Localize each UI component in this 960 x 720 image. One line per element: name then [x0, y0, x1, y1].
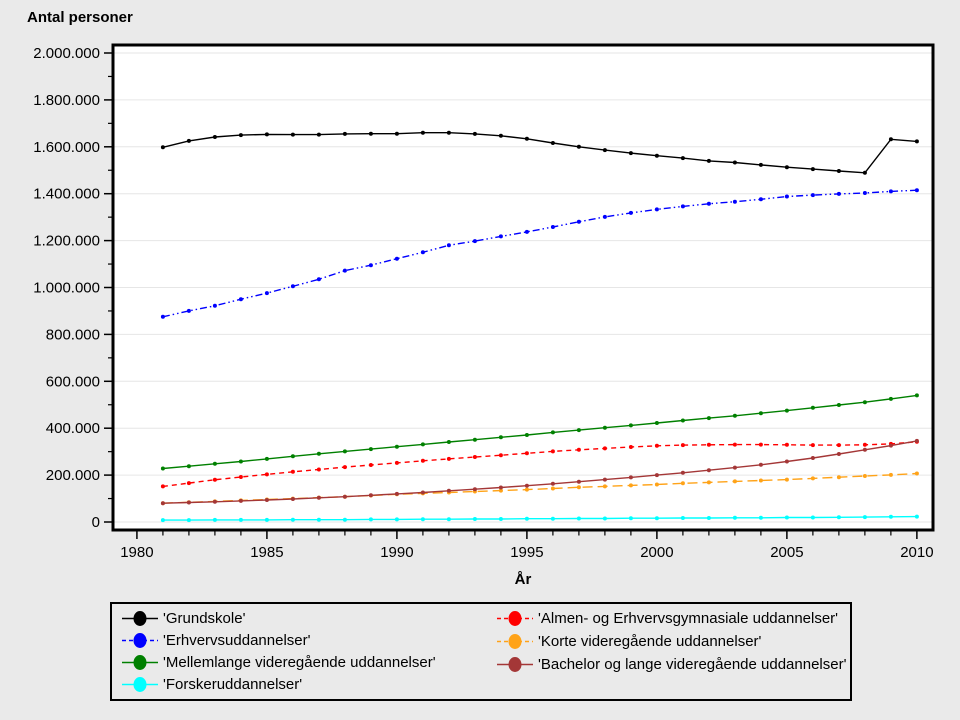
series-markers-6: [160, 438, 919, 506]
legend-item-label: 'Forskeruddannelser': [163, 676, 303, 694]
y-tick-label: 400.000: [46, 420, 100, 437]
legend-item-label: 'Erhvervsuddannelser': [163, 631, 311, 649]
legend-item: 'Korte videregående uddannelser': [497, 630, 846, 653]
legend: 'Grundskole' 'Erhvervsuddannelser' 'Mellem…: [110, 602, 852, 701]
y-tick-label: 800.000: [46, 326, 100, 343]
series-line-4: [162, 441, 917, 488]
legend-item: 'Erhvervsuddannelser': [122, 629, 497, 651]
x-axis-ticks: 1980 1985 1990 1995 2000 2005 2010: [120, 530, 934, 561]
x-tick-label: 2010: [900, 544, 933, 561]
legend-line-marker-icon: [497, 634, 533, 649]
legend-item: 'Grundskole': [122, 607, 497, 629]
series-line-6: [162, 440, 918, 504]
legend-item-label: 'Almen- og Erhvervsgymnasiale uddannelse…: [538, 610, 839, 627]
legend-line-marker-icon: [122, 632, 158, 648]
legend-item: 'Mellemlange videregående uddannelser': [122, 652, 497, 674]
series-line-0: [162, 131, 917, 174]
legend-item: 'Forskeruddannelser': [122, 674, 497, 696]
y-tick-label: 1.200.000: [33, 233, 100, 250]
plot-area: 0 200.000 400.000 600.000 800.000 1.000.000 1.…: [33, 43, 935, 561]
y-gridlines: [114, 52, 932, 523]
legend-column-1: 'Grundskole' 'Erhvervsuddannelser' 'Mellem…: [122, 607, 497, 696]
legend-item-label: 'Korte videregående uddannelser': [538, 633, 762, 650]
y-tick-label: 0: [92, 514, 100, 531]
x-axis-title: År: [514, 571, 532, 588]
legend-item: 'Almen- og Erhvervsgymnasiale uddannelse…: [497, 607, 846, 630]
y-tick-label: 1.600.000: [33, 139, 100, 156]
series-markers-2: [160, 393, 919, 471]
plot-border: [111, 43, 935, 532]
legend-line-marker-icon: [497, 657, 533, 672]
legend-item: 'Bachelor og lange videregående uddannel…: [497, 653, 846, 676]
x-tick-label: 1985: [250, 544, 283, 561]
legend-line-marker-icon: [122, 655, 158, 671]
x-tick-label: 2000: [640, 544, 673, 561]
y-tick-label: 1.800.000: [33, 92, 100, 109]
x-tick-label: 1995: [510, 544, 543, 561]
series-line-3: [162, 515, 917, 521]
y-tick-label: 1.000.000: [33, 280, 100, 297]
series-markers-1: [160, 188, 919, 319]
x-tick-label: 1980: [120, 544, 153, 561]
y-tick-label: 600.000: [46, 373, 100, 390]
legend-line-marker-icon: [497, 611, 533, 626]
series-line-1: [162, 189, 917, 318]
x-tick-label: 1990: [380, 544, 413, 561]
y-tick-label: 2.000.000: [33, 45, 100, 62]
y-tick-label: 1.400.000: [33, 186, 100, 203]
y-axis-title: Antal personer: [27, 9, 133, 26]
legend-line-marker-icon: [122, 677, 158, 693]
y-tick-label: 200.000: [46, 467, 100, 484]
series-line-2: [162, 394, 917, 470]
x-tick-label: 2005: [770, 544, 803, 561]
legend-item-label: 'Mellemlange videregående uddannelser': [163, 654, 436, 672]
series-markers-0: [160, 130, 919, 175]
legend-column-2: 'Almen- og Erhvervsgymnasiale uddannelse…: [497, 607, 846, 696]
legend-line-marker-icon: [122, 610, 158, 626]
legend-item-label: 'Bachelor og lange videregående uddannel…: [538, 656, 847, 673]
series-markers-3: [160, 514, 919, 523]
legend-item-label: 'Grundskole': [163, 609, 246, 627]
y-axis-ticks: 0 200.000 400.000 600.000 800.000 1.000.000 1.…: [33, 45, 113, 531]
